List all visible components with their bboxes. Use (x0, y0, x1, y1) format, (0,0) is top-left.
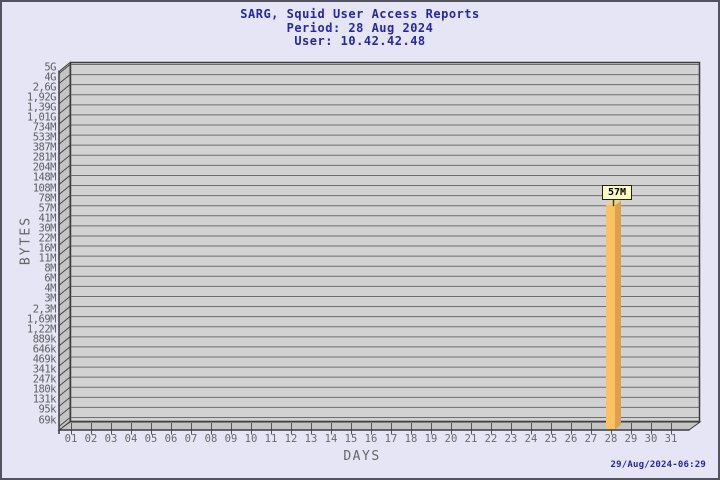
plot-back-wall (71, 63, 700, 422)
chart-canvas (2, 2, 720, 480)
generated-timestamp: 29/Aug/2024-06:29 (610, 460, 706, 470)
axis-floor (59, 422, 700, 430)
sarg-report-chart: SARG, Squid User Access Reports Period: … (0, 0, 720, 480)
bar-day-28 (606, 205, 615, 429)
bar-side-face (615, 200, 621, 429)
bar-value-label: 57M (602, 185, 632, 200)
y-axis-title: BYTES (19, 211, 34, 271)
